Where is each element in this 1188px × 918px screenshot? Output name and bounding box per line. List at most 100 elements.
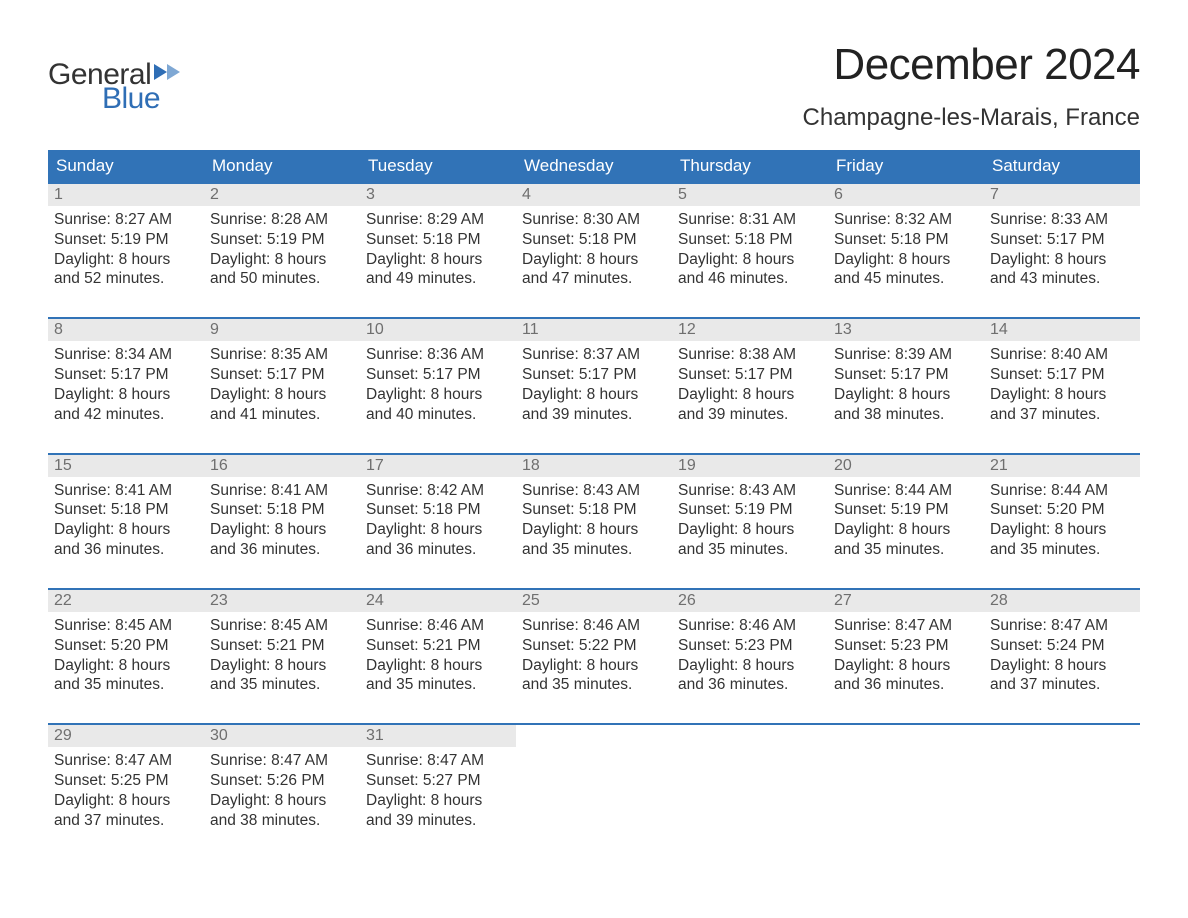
day-sunrise: Sunrise: 8:40 AM [990, 345, 1134, 365]
calendar-day-cell: 14Sunrise: 8:40 AMSunset: 5:17 PMDayligh… [984, 318, 1140, 453]
day-content: Sunrise: 8:46 AMSunset: 5:22 PMDaylight:… [516, 612, 672, 723]
day-dl2: and 36 minutes. [834, 675, 978, 695]
day-dl2: and 39 minutes. [366, 811, 510, 831]
day-dl1: Daylight: 8 hours [366, 656, 510, 676]
calendar-day-cell: 20Sunrise: 8:44 AMSunset: 5:19 PMDayligh… [828, 454, 984, 589]
weekday-header: Monday [204, 150, 360, 183]
day-dl2: and 36 minutes. [210, 540, 354, 560]
calendar-day-cell: 11Sunrise: 8:37 AMSunset: 5:17 PMDayligh… [516, 318, 672, 453]
calendar-day-cell: 13Sunrise: 8:39 AMSunset: 5:17 PMDayligh… [828, 318, 984, 453]
weekday-header: Wednesday [516, 150, 672, 183]
day-dl2: and 43 minutes. [990, 269, 1134, 289]
day-dl2: and 36 minutes. [366, 540, 510, 560]
day-number: 23 [204, 590, 360, 612]
day-dl1: Daylight: 8 hours [834, 656, 978, 676]
day-sunset: Sunset: 5:23 PM [834, 636, 978, 656]
weekday-header: Saturday [984, 150, 1140, 183]
calendar-day-cell: 31Sunrise: 8:47 AMSunset: 5:27 PMDayligh… [360, 724, 516, 858]
day-sunset: Sunset: 5:22 PM [522, 636, 666, 656]
day-content: Sunrise: 8:35 AMSunset: 5:17 PMDaylight:… [204, 341, 360, 452]
day-content: Sunrise: 8:44 AMSunset: 5:20 PMDaylight:… [984, 477, 1140, 588]
calendar-day-cell: 30Sunrise: 8:47 AMSunset: 5:26 PMDayligh… [204, 724, 360, 858]
day-content: Sunrise: 8:27 AMSunset: 5:19 PMDaylight:… [48, 206, 204, 317]
day-content: Sunrise: 8:37 AMSunset: 5:17 PMDaylight:… [516, 341, 672, 452]
day-content: Sunrise: 8:32 AMSunset: 5:18 PMDaylight:… [828, 206, 984, 317]
day-sunrise: Sunrise: 8:43 AM [522, 481, 666, 501]
day-sunset: Sunset: 5:18 PM [834, 230, 978, 250]
day-dl1: Daylight: 8 hours [54, 656, 198, 676]
day-number: 31 [360, 725, 516, 747]
day-sunrise: Sunrise: 8:37 AM [522, 345, 666, 365]
day-content: Sunrise: 8:47 AMSunset: 5:25 PMDaylight:… [48, 747, 204, 858]
day-sunrise: Sunrise: 8:47 AM [54, 751, 198, 771]
day-dl1: Daylight: 8 hours [990, 385, 1134, 405]
day-content: Sunrise: 8:33 AMSunset: 5:17 PMDaylight:… [984, 206, 1140, 317]
day-sunset: Sunset: 5:18 PM [366, 230, 510, 250]
day-sunrise: Sunrise: 8:41 AM [54, 481, 198, 501]
day-number: 2 [204, 184, 360, 206]
day-dl1: Daylight: 8 hours [210, 656, 354, 676]
day-sunset: Sunset: 5:19 PM [834, 500, 978, 520]
day-sunrise: Sunrise: 8:47 AM [990, 616, 1134, 636]
day-sunset: Sunset: 5:17 PM [210, 365, 354, 385]
calendar-day-cell: 7Sunrise: 8:33 AMSunset: 5:17 PMDaylight… [984, 183, 1140, 318]
day-dl1: Daylight: 8 hours [834, 520, 978, 540]
day-dl2: and 35 minutes. [990, 540, 1134, 560]
day-sunrise: Sunrise: 8:41 AM [210, 481, 354, 501]
day-content: Sunrise: 8:42 AMSunset: 5:18 PMDaylight:… [360, 477, 516, 588]
day-number: 3 [360, 184, 516, 206]
calendar-week-row: 15Sunrise: 8:41 AMSunset: 5:18 PMDayligh… [48, 454, 1140, 589]
weekday-header: Thursday [672, 150, 828, 183]
day-sunset: Sunset: 5:18 PM [366, 500, 510, 520]
day-number: 7 [984, 184, 1140, 206]
day-content: Sunrise: 8:47 AMSunset: 5:24 PMDaylight:… [984, 612, 1140, 723]
day-number: 4 [516, 184, 672, 206]
weekday-header: Tuesday [360, 150, 516, 183]
day-dl2: and 35 minutes. [834, 540, 978, 560]
day-sunset: Sunset: 5:25 PM [54, 771, 198, 791]
day-sunrise: Sunrise: 8:30 AM [522, 210, 666, 230]
calendar-week-row: 1Sunrise: 8:27 AMSunset: 5:19 PMDaylight… [48, 183, 1140, 318]
day-dl2: and 46 minutes. [678, 269, 822, 289]
day-dl2: and 39 minutes. [522, 405, 666, 425]
brand-logo: General Blue [48, 40, 181, 116]
day-sunrise: Sunrise: 8:34 AM [54, 345, 198, 365]
day-sunrise: Sunrise: 8:31 AM [678, 210, 822, 230]
calendar-day-cell: 10Sunrise: 8:36 AMSunset: 5:17 PMDayligh… [360, 318, 516, 453]
day-content: Sunrise: 8:40 AMSunset: 5:17 PMDaylight:… [984, 341, 1140, 452]
day-content: Sunrise: 8:30 AMSunset: 5:18 PMDaylight:… [516, 206, 672, 317]
day-number: 16 [204, 455, 360, 477]
day-dl1: Daylight: 8 hours [990, 250, 1134, 270]
day-dl2: and 35 minutes. [522, 540, 666, 560]
day-dl1: Daylight: 8 hours [210, 791, 354, 811]
day-dl1: Daylight: 8 hours [54, 385, 198, 405]
day-dl1: Daylight: 8 hours [522, 520, 666, 540]
day-sunrise: Sunrise: 8:45 AM [54, 616, 198, 636]
calendar-day-cell: 1Sunrise: 8:27 AMSunset: 5:19 PMDaylight… [48, 183, 204, 318]
day-content: Sunrise: 8:39 AMSunset: 5:17 PMDaylight:… [828, 341, 984, 452]
day-sunset: Sunset: 5:17 PM [522, 365, 666, 385]
day-sunset: Sunset: 5:18 PM [54, 500, 198, 520]
calendar-day-cell: 8Sunrise: 8:34 AMSunset: 5:17 PMDaylight… [48, 318, 204, 453]
day-dl1: Daylight: 8 hours [990, 520, 1134, 540]
day-dl1: Daylight: 8 hours [834, 385, 978, 405]
day-number: 13 [828, 319, 984, 341]
day-sunrise: Sunrise: 8:46 AM [522, 616, 666, 636]
day-number: 9 [204, 319, 360, 341]
day-dl2: and 45 minutes. [834, 269, 978, 289]
day-dl2: and 35 minutes. [522, 675, 666, 695]
day-dl1: Daylight: 8 hours [834, 250, 978, 270]
calendar-week-row: 8Sunrise: 8:34 AMSunset: 5:17 PMDaylight… [48, 318, 1140, 453]
day-dl2: and 42 minutes. [54, 405, 198, 425]
day-sunrise: Sunrise: 8:46 AM [366, 616, 510, 636]
day-dl1: Daylight: 8 hours [522, 385, 666, 405]
day-content: Sunrise: 8:31 AMSunset: 5:18 PMDaylight:… [672, 206, 828, 317]
page-title: December 2024 [803, 40, 1140, 90]
day-sunset: Sunset: 5:17 PM [678, 365, 822, 385]
day-number: 27 [828, 590, 984, 612]
calendar-day-cell: 2Sunrise: 8:28 AMSunset: 5:19 PMDaylight… [204, 183, 360, 318]
day-dl2: and 47 minutes. [522, 269, 666, 289]
day-sunrise: Sunrise: 8:46 AM [678, 616, 822, 636]
calendar-day-cell: 23Sunrise: 8:45 AMSunset: 5:21 PMDayligh… [204, 589, 360, 724]
day-sunset: Sunset: 5:18 PM [522, 500, 666, 520]
